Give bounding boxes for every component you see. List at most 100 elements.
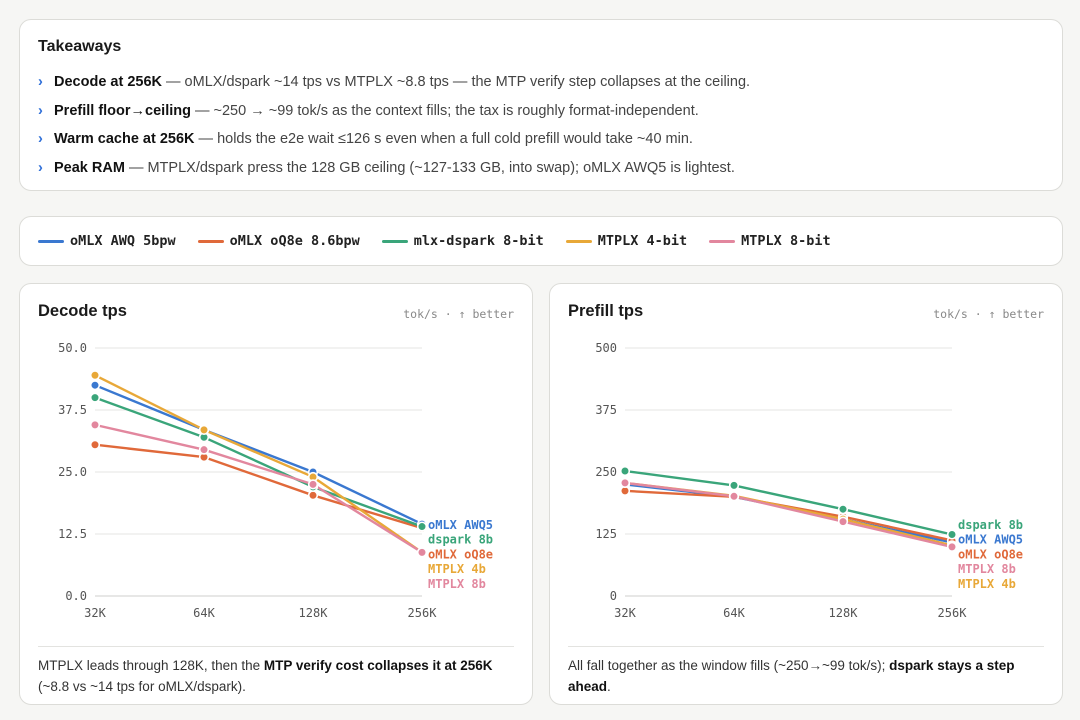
- data-point: [307, 490, 319, 501]
- data-point: [198, 424, 210, 435]
- chevron-right-icon: ›: [38, 74, 43, 90]
- legend-swatch: [38, 239, 64, 243]
- caption-text: (~8.8 vs ~14 tps for oMLX/dspark).: [38, 679, 246, 694]
- data-point: [728, 491, 740, 502]
- data-point: [198, 444, 210, 455]
- series-line: [623, 469, 954, 536]
- data-point: [946, 541, 958, 552]
- x-tick-label: 256K: [938, 606, 968, 620]
- y-tick-label: 50.0: [58, 341, 87, 355]
- data-point: [946, 529, 958, 540]
- series-line: [93, 374, 424, 554]
- decode-chart-card: 0.0 12.5 25.0 37.5 50.0 32K 64K 128K 256K oMLX AW…: [19, 283, 533, 705]
- divider: [38, 646, 514, 647]
- takeaway-item: › Decode at 256K — oMLX/dspark ~14 tps vs…: [38, 68, 1044, 97]
- takeaways-card: Takeaways › Decode at 256K — oMLX/dspark …: [19, 19, 1063, 191]
- legend-item: MTPLX 8-bit: [709, 233, 831, 249]
- data-point: [619, 465, 631, 477]
- caption-bold: MTP verify cost collapses it at 256K: [263, 658, 493, 673]
- y-tick-label: 37.5: [58, 403, 87, 417]
- decode-chart-unit: tok/s · ↑ better: [403, 307, 514, 321]
- data-point: [837, 504, 849, 515]
- y-tick-label: 500: [595, 341, 617, 355]
- y-tick-label: 125: [595, 527, 617, 541]
- chevron-right-icon: ›: [38, 159, 43, 176]
- y-tick-label: 0.0: [65, 589, 87, 603]
- data-point: [89, 380, 101, 391]
- legend-card: oMLX AWQ 5bpw oMLX oQ8e 8.6bpw mlx-dspark …: [19, 216, 1063, 266]
- legend-item: oMLX AWQ 5bpw: [38, 233, 176, 249]
- series-line: [93, 396, 424, 528]
- takeaway-text: — holds the e2e wait ≤126 s even when a …: [194, 131, 693, 147]
- takeaway-item: › Prefill floor→ceiling — ~250 → ~99 tok/…: [38, 97, 1044, 126]
- data-point: [728, 480, 740, 491]
- series-end-label: MTPLX 4b: [958, 577, 1016, 591]
- series-end-label: oMLX oQ8e: [428, 547, 493, 561]
- series-end-label: MTPLX 8b: [428, 577, 486, 591]
- prefill-chart-title: Prefill tps: [568, 302, 644, 320]
- x-tick-label: 256K: [408, 606, 438, 620]
- y-tick-label: 0: [610, 589, 617, 603]
- x-tick-label: 128K: [299, 606, 329, 620]
- y-tick-label: 25.0: [58, 465, 87, 479]
- legend-swatch: [565, 239, 592, 243]
- data-point: [89, 392, 101, 403]
- legend-swatch: [197, 239, 224, 243]
- decode-caption: MTPLX leads through 128K, then the MTP v…: [38, 655, 514, 697]
- decode-chart-title: Decode tps: [38, 302, 127, 320]
- legend-label: oMLX oQ8e 8.6bpw: [229, 233, 360, 249]
- prefill-chart-unit: tok/s · ↑ better: [933, 307, 1044, 321]
- takeaway-text: — MTPLX/dspark press the 128 GB ceiling …: [124, 159, 735, 176]
- prefill-caption: All fall together as the window fills (~…: [568, 655, 1044, 697]
- series-end-label: oMLX AWQ5: [428, 518, 493, 532]
- x-tick-label: 32K: [614, 606, 636, 620]
- series-end-label: MTPLX 4b: [428, 562, 486, 576]
- data-point: [837, 516, 849, 527]
- divider: [568, 646, 1044, 647]
- takeaway-bold: Prefill floor→ceiling: [54, 102, 191, 119]
- legend-item: MTPLX 4-bit: [565, 233, 688, 249]
- chevron-right-icon: ›: [38, 102, 43, 119]
- data-point: [89, 439, 101, 450]
- data-point: [619, 477, 631, 489]
- data-point: [416, 547, 428, 558]
- takeaway-text: — ~250 → ~99 tok/s as the context fills;…: [190, 102, 699, 119]
- takeaway-bold: Decode at 256K: [54, 74, 162, 90]
- x-tick-label: 64K: [723, 606, 745, 620]
- series-end-label: oMLX AWQ5: [958, 533, 1023, 547]
- legend-label: MTPLX 4-bit: [597, 233, 688, 249]
- y-tick-label: 12.5: [58, 527, 87, 541]
- takeaways-title: Takeaways: [38, 38, 122, 55]
- legend-swatch: [709, 239, 736, 243]
- caption-text: All fall together as the window fills (~…: [568, 658, 890, 673]
- takeaways-list: › Decode at 256K — oMLX/dspark ~14 tps vs…: [38, 68, 1044, 182]
- caption-text: .: [607, 679, 611, 694]
- data-point: [89, 419, 101, 430]
- caption-text: MTPLX leads through 128K, then the: [38, 658, 264, 673]
- x-tick-label: 64K: [193, 606, 215, 620]
- series-end-label: oMLX oQ8e: [958, 547, 1023, 561]
- series-line: [93, 443, 424, 530]
- legend-swatch: [381, 239, 408, 243]
- series-end-label: dspark 8b: [958, 518, 1023, 532]
- takeaway-bold: Peak RAM: [54, 159, 125, 176]
- data-point: [307, 479, 319, 490]
- x-tick-label: 32K: [84, 606, 106, 620]
- legend-item: oMLX oQ8e 8.6bpw: [197, 233, 360, 249]
- series-end-label: dspark 8b: [428, 533, 493, 547]
- caption-bold: dspark stays a step ahead: [568, 658, 1015, 694]
- takeaway-text: — oMLX/dspark ~14 tps vs MTPLX ~8.8 tps …: [162, 74, 751, 90]
- x-tick-label: 128K: [829, 606, 859, 620]
- takeaway-item: › Warm cache at 256K — holds the e2e wait…: [38, 125, 1044, 154]
- prefill-chart-card: 0 125 250 375 500 32K 64K 128K 256K dspark 8b oMLX…: [549, 283, 1063, 705]
- legend-label: MTPLX 8-bit: [741, 233, 831, 249]
- series-line: [93, 423, 424, 554]
- legend-item: mlx-dspark 8-bit: [381, 233, 544, 249]
- chevron-right-icon: ›: [38, 131, 43, 147]
- decode-chart: 0.0 12.5 25.0 37.5 50.0 32K 64K 128K 256K oMLX AW…: [58, 341, 493, 620]
- y-tick-label: 375: [595, 403, 617, 417]
- y-tick-label: 250: [595, 465, 617, 479]
- data-point: [89, 370, 101, 381]
- legend-label: mlx-dspark 8-bit: [413, 233, 544, 249]
